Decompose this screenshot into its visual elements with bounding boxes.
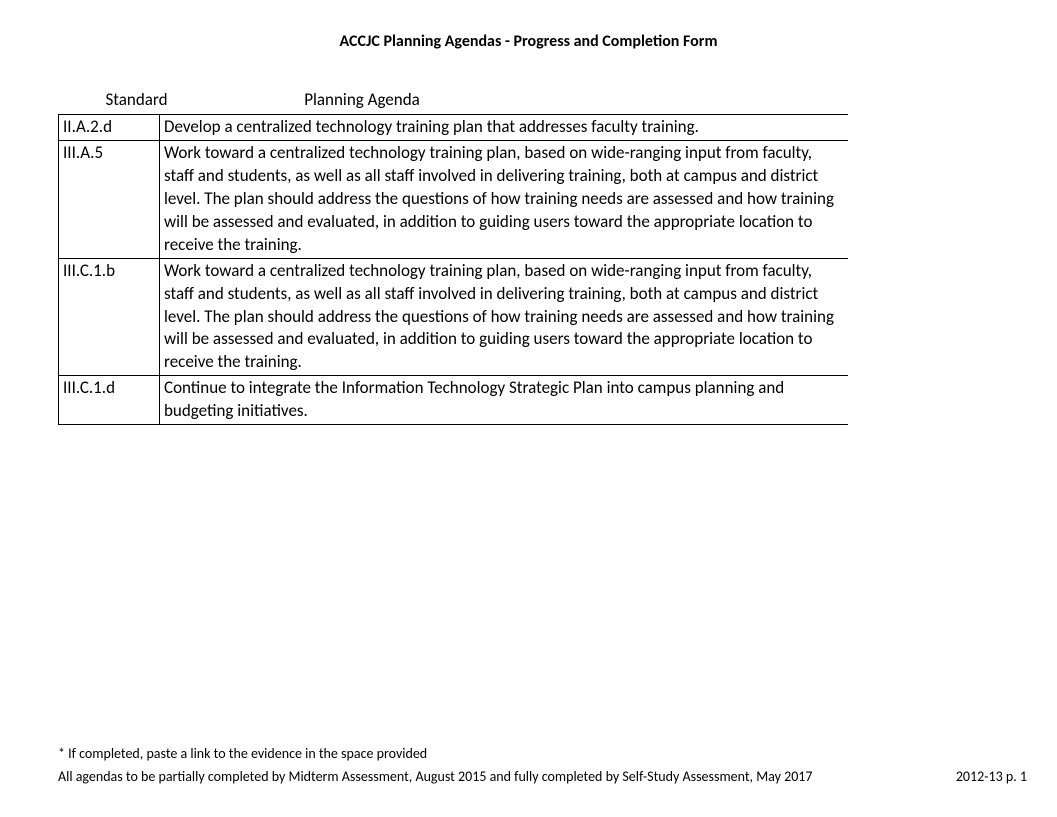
cell-standard: III.A.5 bbox=[59, 140, 160, 258]
footer-deadline: All agendas to be partially completed by… bbox=[58, 766, 813, 787]
table-row: III.C.1.d Continue to integrate the Info… bbox=[59, 376, 849, 425]
table-row: III.C.1.b Work toward a centralized tech… bbox=[59, 258, 849, 376]
cell-agenda: Continue to integrate the Information Te… bbox=[160, 376, 849, 425]
page-number: 2012-13 p. 1 bbox=[956, 766, 1027, 787]
table-container: Standard Planning Agenda II.A.2.d Develo… bbox=[58, 89, 848, 425]
footer-note: * If completed, paste a link to the evid… bbox=[58, 743, 1027, 764]
table-row: II.A.2.d Develop a centralized technolog… bbox=[59, 115, 849, 141]
cell-standard: III.C.1.d bbox=[59, 376, 160, 425]
cell-agenda: Develop a centralized technology trainin… bbox=[160, 115, 849, 141]
footer-row: All agendas to be partially completed by… bbox=[58, 766, 1027, 787]
cell-agenda: Work toward a centralized technology tra… bbox=[160, 258, 849, 376]
cell-agenda: Work toward a centralized technology tra… bbox=[160, 140, 849, 258]
table-row: III.A.5 Work toward a centralized techno… bbox=[59, 140, 849, 258]
page-footer: * If completed, paste a link to the evid… bbox=[58, 743, 1027, 787]
cell-standard: III.C.1.b bbox=[59, 258, 160, 376]
header-agenda: Planning Agenda bbox=[215, 89, 509, 110]
header-standard: Standard bbox=[58, 89, 215, 110]
cell-standard: II.A.2.d bbox=[59, 115, 160, 141]
agenda-table: II.A.2.d Develop a centralized technolog… bbox=[58, 114, 848, 425]
page-title: ACCJC Planning Agendas - Progress and Co… bbox=[0, 0, 1057, 71]
table-headers: Standard Planning Agenda bbox=[58, 89, 848, 114]
